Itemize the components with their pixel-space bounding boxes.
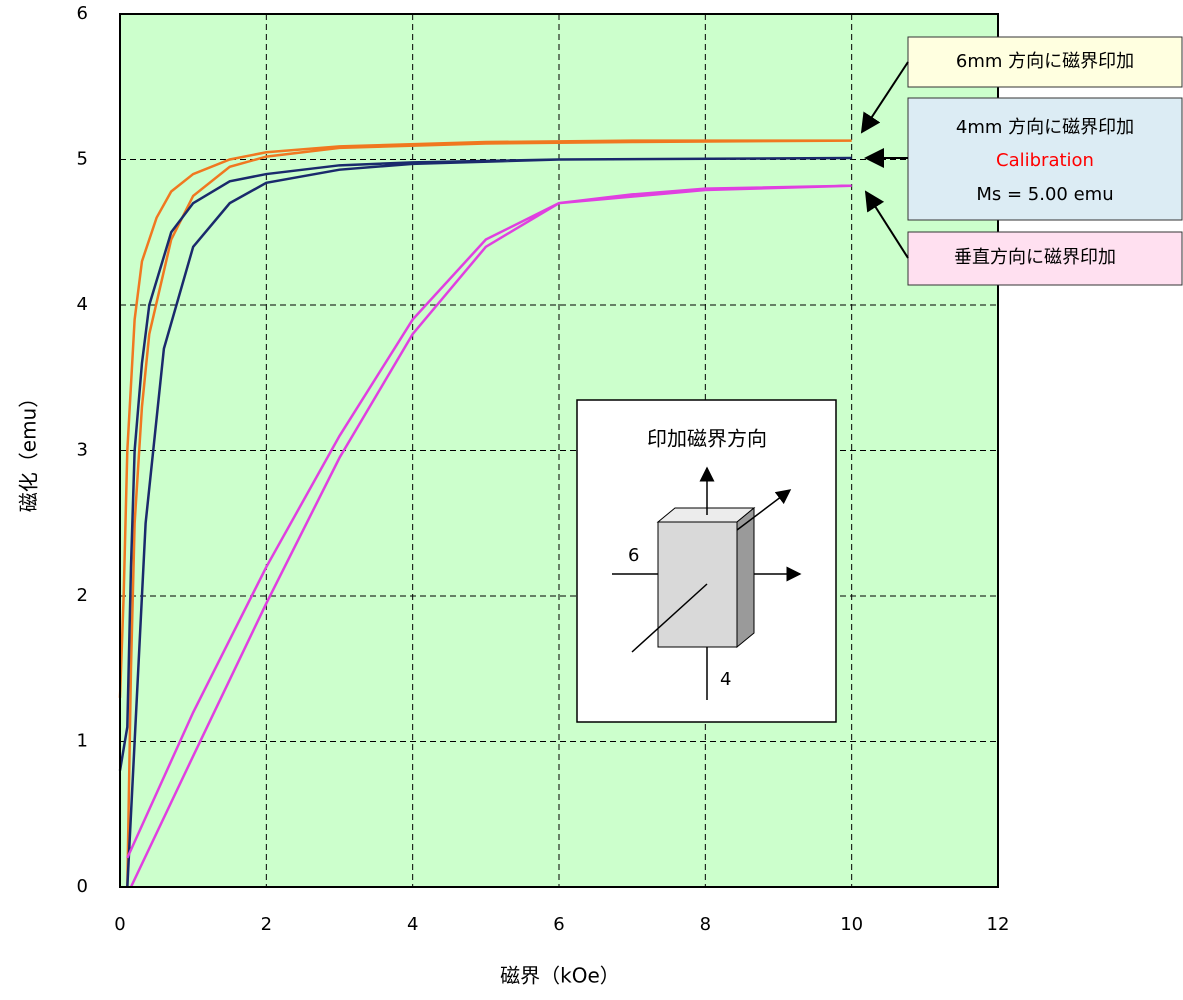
x-axis-label: 磁界（kOe） bbox=[500, 964, 620, 988]
y-tick-label: 4 bbox=[77, 294, 88, 315]
y-axis-label: 磁化（emu） bbox=[17, 388, 41, 512]
x-tick-label: 10 bbox=[840, 914, 863, 935]
y-tick-label: 5 bbox=[77, 149, 88, 170]
inset-label: 4 bbox=[720, 669, 731, 690]
legend-label: 垂直方向に磁界印加 bbox=[954, 247, 1116, 268]
x-tick-label: 0 bbox=[114, 914, 125, 935]
y-tick-label: 1 bbox=[77, 731, 88, 752]
x-tick-label: 12 bbox=[987, 914, 1010, 935]
inset-label: 6 bbox=[628, 545, 639, 566]
legend-label: 4mm 方向に磁界印加 bbox=[956, 117, 1134, 138]
x-tick-label: 4 bbox=[407, 914, 418, 935]
x-tick-label: 8 bbox=[700, 914, 711, 935]
y-tick-label: 6 bbox=[77, 3, 88, 24]
legend-label: 6mm 方向に磁界印加 bbox=[956, 51, 1134, 72]
y-tick-label: 0 bbox=[77, 876, 88, 897]
x-tick-label: 6 bbox=[553, 914, 564, 935]
chart: 0246810120123456 6mm 方向に磁界印加 4mm 方向に磁界印加… bbox=[0, 0, 1183, 1000]
x-tick-label: 2 bbox=[261, 914, 272, 935]
annotation: Calibration bbox=[996, 150, 1094, 171]
inset-title: 印加磁界方向 bbox=[647, 427, 767, 451]
y-tick-label: 3 bbox=[77, 440, 88, 461]
inset: 印加磁界方向 6 4 bbox=[577, 400, 836, 722]
annotation: Ms = 5.00 emu bbox=[976, 184, 1113, 205]
y-tick-label: 2 bbox=[77, 585, 88, 606]
